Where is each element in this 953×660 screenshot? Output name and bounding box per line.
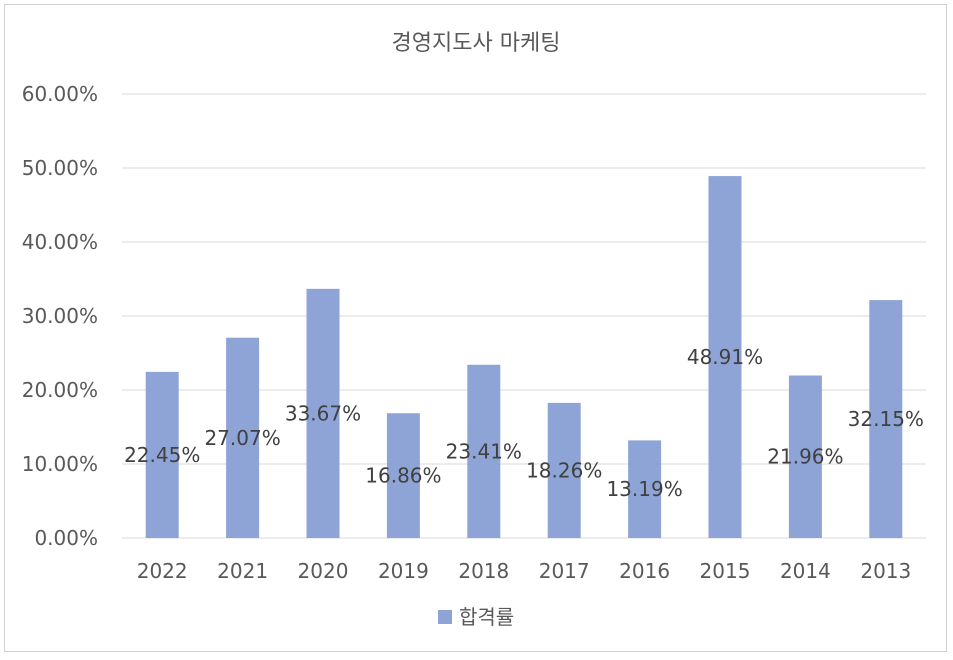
- x-tick-label: 2020: [298, 559, 349, 583]
- y-tick-label: 40.00%: [22, 230, 98, 254]
- legend: 합격률: [438, 605, 514, 629]
- data-label-2020: 33.67%: [285, 401, 361, 425]
- y-tick-label: 60.00%: [22, 82, 98, 106]
- x-tick-label: 2019: [378, 559, 429, 583]
- data-label-2022: 22.45%: [124, 443, 200, 467]
- bar-2015: [708, 176, 742, 539]
- x-tick-label: 2021: [217, 559, 268, 583]
- data-label-2013: 32.15%: [848, 407, 924, 431]
- y-tick-label: 30.00%: [22, 304, 98, 328]
- bar-2018: [467, 364, 501, 538]
- legend-swatch: [438, 610, 452, 624]
- data-label-2017: 18.26%: [526, 458, 602, 482]
- y-tick-label: 50.00%: [22, 156, 98, 180]
- legend-label: 합격률: [459, 605, 514, 629]
- data-label-2016: 13.19%: [606, 477, 682, 501]
- x-axis-ticks: 2022 2021 2020 2019 2018 2017 2016 2015 2014 2013: [137, 559, 912, 583]
- x-tick-label: 2018: [458, 559, 509, 583]
- data-labels: 22.45%27.07%33.67% 16.86%23.41%18.26%13.1…: [124, 345, 924, 501]
- data-label-2021: 27.07%: [204, 426, 280, 450]
- chart-title: 경영지도사 마케팅: [392, 31, 561, 56]
- data-label-2018: 23.41%: [446, 439, 522, 463]
- bars: [145, 176, 903, 539]
- y-axis-ticks: 0.00% 10.00% 20.00% 30.00% 40.00% 50.00% 60.00…: [22, 82, 98, 550]
- bar-2013: [869, 300, 903, 538]
- bar-2019: [386, 413, 420, 538]
- x-tick-label: 2014: [780, 559, 831, 583]
- y-tick-label: 10.00%: [22, 452, 98, 476]
- x-tick-label: 2013: [860, 559, 911, 583]
- x-tick-label: 2015: [700, 559, 751, 583]
- chart-frame: [4, 4, 947, 652]
- bar-2020: [306, 288, 340, 538]
- bar-2022: [145, 371, 179, 538]
- data-label-2015: 48.91%: [687, 345, 763, 369]
- x-tick-label: 2016: [619, 559, 670, 583]
- bar-2014: [788, 375, 822, 538]
- y-tick-label: 20.00%: [22, 378, 98, 402]
- data-label-2014: 21.96%: [767, 445, 843, 469]
- bar-2016: [628, 440, 662, 538]
- bar-2017: [547, 402, 581, 538]
- y-tick-label: 0.00%: [34, 526, 98, 550]
- data-label-2019: 16.86%: [365, 464, 441, 488]
- x-tick-label: 2022: [137, 559, 188, 583]
- x-tick-label: 2017: [539, 559, 590, 583]
- bar-2021: [226, 337, 260, 538]
